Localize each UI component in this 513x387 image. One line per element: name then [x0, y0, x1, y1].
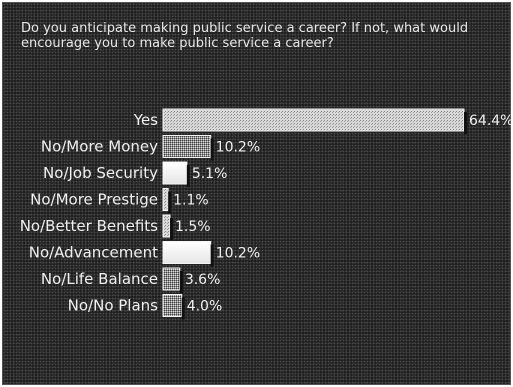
value-label: 1.5% [175, 219, 211, 235]
bar-chart: Yes 64.4% No/More Money 10.2% No/Job Securit… [20, 108, 512, 320]
bar [162, 188, 169, 211]
bar [162, 108, 465, 132]
category-label: Yes [133, 111, 158, 129]
question-title: Do you anticipate making public service … [21, 21, 469, 51]
value-label: 64.4% [469, 113, 512, 129]
bar [162, 241, 212, 264]
category-label: No/Life Balance [41, 270, 158, 288]
category-label: No/No Plans [68, 297, 159, 315]
bar-shadow [464, 112, 467, 134]
bar [162, 267, 181, 291]
category-label: No/Better Benefits [20, 217, 158, 235]
bar-shadow [210, 138, 214, 161]
value-label: 5.1% [192, 166, 228, 182]
bar-shadow [179, 271, 183, 293]
category-label: No/Advancement [29, 244, 158, 262]
value-label: 10.2% [216, 246, 260, 262]
value-label: 3.6% [185, 272, 221, 288]
bar [162, 214, 171, 238]
bar [162, 161, 188, 185]
category-label: No/More Prestige [30, 191, 158, 209]
bar [162, 294, 183, 317]
bar [162, 135, 212, 158]
category-label: No/Job Security [43, 164, 158, 182]
bar-shadow [181, 297, 185, 320]
value-label: 1.1% [173, 193, 209, 209]
bar-shadow [170, 218, 174, 240]
bar-shadow [168, 191, 172, 214]
value-label: 4.0% [187, 299, 223, 315]
category-label: No/More Money [41, 138, 158, 156]
value-label: 10.2% [216, 140, 260, 156]
bar-shadow [186, 165, 190, 187]
bar-shadow [210, 244, 214, 267]
